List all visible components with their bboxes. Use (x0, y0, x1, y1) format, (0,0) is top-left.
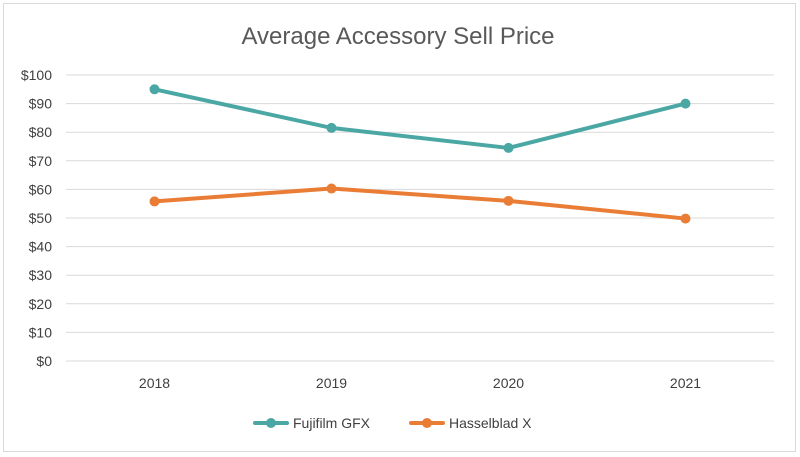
data-point (326, 183, 337, 194)
y-tick-label: $70 (29, 153, 53, 169)
series-line (152, 186, 688, 221)
x-tick-label: 2018 (139, 375, 170, 391)
y-tick-label: $0 (36, 353, 52, 369)
y-tick-label: $10 (29, 324, 53, 340)
x-tick-label: 2020 (493, 375, 524, 391)
data-point (503, 142, 514, 153)
y-tick-label: $20 (29, 296, 53, 312)
series-lines (149, 84, 691, 224)
data-point (503, 195, 514, 206)
chart-title: Average Accessory Sell Price (241, 23, 554, 50)
data-point (149, 196, 160, 207)
legend: Fujifilm GFX Hasselblad X (253, 415, 532, 431)
x-tick-label: 2021 (670, 375, 701, 391)
data-point (326, 122, 337, 133)
y-tick-label: $80 (29, 124, 53, 140)
series-line (152, 87, 688, 150)
x-tick-label: 2019 (316, 375, 347, 391)
data-point (680, 213, 691, 224)
y-axis-tick-labels: $0 $10 $20 $30 $40 $50 $60 $70 $80 $90 $100 (21, 67, 52, 369)
legend-marker (422, 418, 432, 428)
y-tick-label: $30 (29, 267, 53, 283)
gridlines (66, 74, 774, 362)
y-tick-label: $100 (21, 67, 52, 83)
legend-label: Hasselblad X (449, 415, 532, 431)
y-tick-label: $40 (29, 239, 53, 255)
data-point (149, 84, 160, 95)
y-tick-label: $60 (29, 181, 53, 197)
chart-frame (3, 3, 796, 452)
y-tick-label: $90 (29, 96, 53, 112)
data-point (680, 98, 691, 109)
y-tick-label: $50 (29, 210, 53, 226)
x-axis-tick-labels: 2018 2019 2020 2021 (139, 375, 701, 391)
legend-marker (266, 418, 276, 428)
legend-label: Fujifilm GFX (293, 415, 371, 431)
